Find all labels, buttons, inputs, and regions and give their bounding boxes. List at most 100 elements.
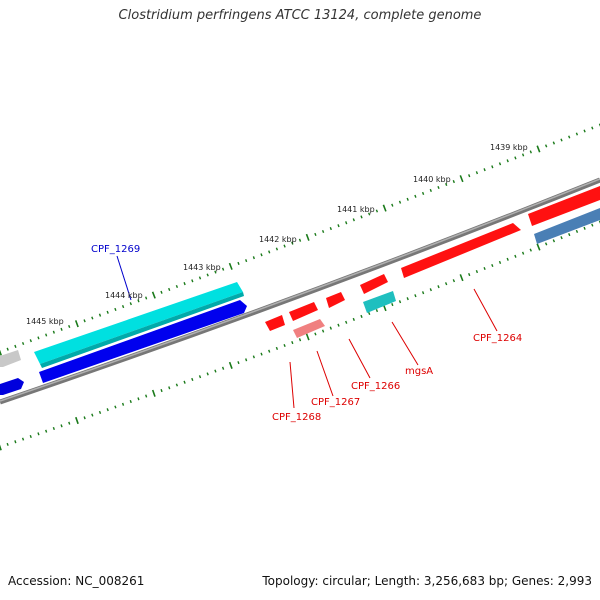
- genome-summary-text: Topology: circular; Length: 3,256,683 bp…: [262, 574, 592, 588]
- outer-ruler-tick: [98, 313, 102, 317]
- gene-gray-partial: [0, 350, 21, 367]
- gene-mgsa: [363, 291, 396, 313]
- outer-ruler-tick: [321, 229, 325, 234]
- outer-ruler-tick: [506, 159, 509, 163]
- inner-ruler-tick: [360, 314, 363, 319]
- outer-ruler-tick: [491, 165, 494, 169]
- inner-ruler-tick: [560, 236, 563, 240]
- outer-ruler-tick: [414, 194, 417, 198]
- ruler-label: 1444 kbp: [105, 291, 143, 300]
- inner-ruler-tick: [375, 309, 379, 313]
- inner-ruler-tick: [60, 424, 63, 428]
- inner-ruler-tick: [83, 416, 86, 420]
- inner-ruler-tick: [21, 437, 25, 441]
- gene-label-cpf-1264: CPF_1264: [473, 333, 522, 344]
- inner-ruler-tick: [275, 346, 279, 350]
- inner-ruler-tick: [521, 251, 525, 255]
- inner-ruler-tick: [314, 332, 317, 336]
- leader-cpf-1268: [289, 361, 295, 409]
- outer-ruler-tick: [305, 233, 310, 241]
- gene-red-small-1: [360, 274, 388, 294]
- gene-cpf-1269-shade: [40, 292, 244, 368]
- outer-ruler-tick: [452, 180, 455, 184]
- genome-backbone: [0, 177, 600, 405]
- gene-light-red: [293, 319, 325, 338]
- ruler-label: 1441 kbp: [337, 205, 375, 214]
- outer-ruler-tick: [382, 204, 387, 212]
- outer-ruler-tick: [275, 247, 279, 251]
- inner-ruler-tick: [414, 294, 417, 298]
- outer-ruler-tick: [583, 129, 586, 133]
- outer-ruler-tick: [214, 270, 217, 274]
- gene-label-cpf-1268: CPF_1268: [272, 412, 321, 423]
- inner-ruler-tick: [6, 442, 9, 446]
- outer-ruler-tick: [60, 327, 63, 331]
- gene-steel-right: [534, 208, 600, 244]
- inner-ruler-tick: [114, 405, 117, 409]
- outer-ruler-tick: [483, 168, 486, 172]
- inner-ruler-tick: [475, 270, 479, 274]
- ruler-label: 1445 kbp: [26, 317, 64, 326]
- genome-backbone-highlight: [0, 178, 600, 402]
- inner-ruler-tick: [52, 426, 55, 431]
- gene-cpf-1269: [34, 282, 243, 364]
- outer-ruler-tick: [360, 215, 363, 219]
- outer-ruler-tick: [129, 302, 132, 306]
- inner-ruler-tick: [575, 229, 579, 233]
- ruler-label: 1443 kbp: [183, 263, 221, 272]
- inner-ruler-tick: [337, 323, 340, 327]
- outer-ruler-tick: [268, 250, 271, 254]
- outer-ruler-tick: [114, 307, 117, 311]
- outer-ruler-tick: [475, 171, 479, 175]
- gene-label-cpf-1269: CPF_1269: [91, 244, 140, 255]
- outer-ruler-tick: [429, 188, 432, 193]
- outer-tick-ring: [0, 123, 600, 356]
- gene-red-top-right: [528, 186, 600, 226]
- outer-ruler-tick: [514, 156, 517, 160]
- inner-ruler-tick: [368, 311, 371, 316]
- inner-ruler-tick: [68, 421, 71, 425]
- outer-ruler-tick: [198, 276, 202, 280]
- gene-label-cpf-1266: CPF_1266: [351, 381, 400, 392]
- outer-ruler-tick: [368, 212, 371, 216]
- outer-ruler-tick: [544, 144, 548, 148]
- outer-ruler-tick: [45, 333, 48, 337]
- ruler-label: 1440 kbp: [413, 175, 451, 184]
- outer-ruler-tick: [121, 305, 125, 309]
- outer-ruler-tick: [151, 291, 156, 299]
- inner-ruler-tick: [45, 429, 48, 433]
- gene-reverse-blue: [39, 300, 247, 383]
- inner-ruler-tick: [529, 248, 532, 252]
- outer-ruler-tick: [237, 261, 240, 266]
- inner-ruler-tick: [252, 355, 255, 359]
- inner-ruler-tick: [91, 413, 94, 417]
- gene-label-cpf-1267: CPF_1267: [311, 397, 360, 408]
- inner-ruler-tick: [298, 338, 302, 342]
- inner-ruler-tick: [498, 260, 502, 264]
- outer-ruler-tick: [329, 227, 332, 231]
- inner-ruler-tick: [514, 254, 517, 258]
- inner-ruler-tick: [329, 326, 332, 330]
- inner-ruler-tick: [398, 300, 402, 304]
- outer-ruler-tick: [468, 174, 471, 178]
- inner-ruler-tick: [437, 285, 440, 289]
- outer-ruler-tick: [206, 273, 209, 277]
- inner-ruler-tick: [291, 341, 294, 345]
- outer-ruler-tick: [6, 347, 9, 351]
- inner-ruler-tick: [151, 389, 156, 397]
- ruler-label: 1442 kbp: [259, 235, 297, 244]
- inner-ruler-tick: [583, 226, 586, 230]
- outer-ruler-tick: [260, 253, 263, 257]
- outer-ruler-tick: [352, 218, 355, 222]
- inner-ruler-tick: [145, 394, 148, 398]
- inner-ruler-tick: [37, 432, 40, 436]
- outer-ruler-tick: [21, 341, 25, 346]
- outer-ruler-tick: [228, 262, 233, 270]
- gene-label-mgsa: mgsA: [405, 366, 433, 377]
- inner-ruler-tick: [121, 402, 125, 406]
- genome-title: Clostridium perfringens ATCC 13124, comp…: [118, 8, 482, 23]
- gene-red-small-4: [265, 315, 285, 331]
- inner-ruler-tick: [268, 349, 271, 353]
- outer-ruler-tick: [183, 282, 186, 286]
- leader-cpf-1267: [316, 350, 334, 397]
